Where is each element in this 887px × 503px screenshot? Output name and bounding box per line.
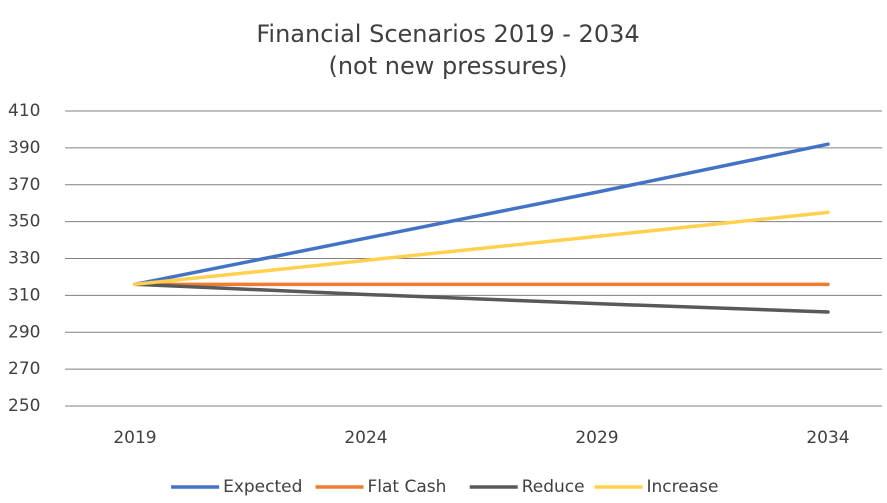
y-tick-label: 390: [8, 138, 40, 158]
legend-label: Flat Cash: [368, 477, 447, 497]
y-tick-label: 270: [8, 359, 40, 379]
chart-title: Financial Scenarios 2019 - 2034: [256, 20, 639, 48]
y-tick-label: 410: [8, 101, 40, 121]
x-tick-label: 2019: [113, 428, 156, 448]
y-tick-label: 310: [8, 285, 40, 305]
series-line: [133, 210, 830, 287]
series-line: [133, 142, 830, 287]
legend-label: Expected: [223, 477, 302, 497]
legend-label: Reduce: [522, 477, 585, 497]
y-tick-label: 370: [8, 175, 40, 195]
series-line: [133, 282, 830, 314]
y-tick-label: 330: [8, 249, 40, 269]
legend-label: Increase: [647, 477, 719, 497]
chart-subtitle: (not new pressures): [328, 52, 567, 80]
y-tick-label: 350: [8, 212, 40, 232]
y-tick-label: 250: [8, 396, 40, 416]
x-tick-label: 2034: [806, 428, 849, 448]
x-tick-label: 2029: [575, 428, 618, 448]
x-tick-label: 2024: [344, 428, 387, 448]
y-tick-label: 290: [8, 322, 40, 342]
